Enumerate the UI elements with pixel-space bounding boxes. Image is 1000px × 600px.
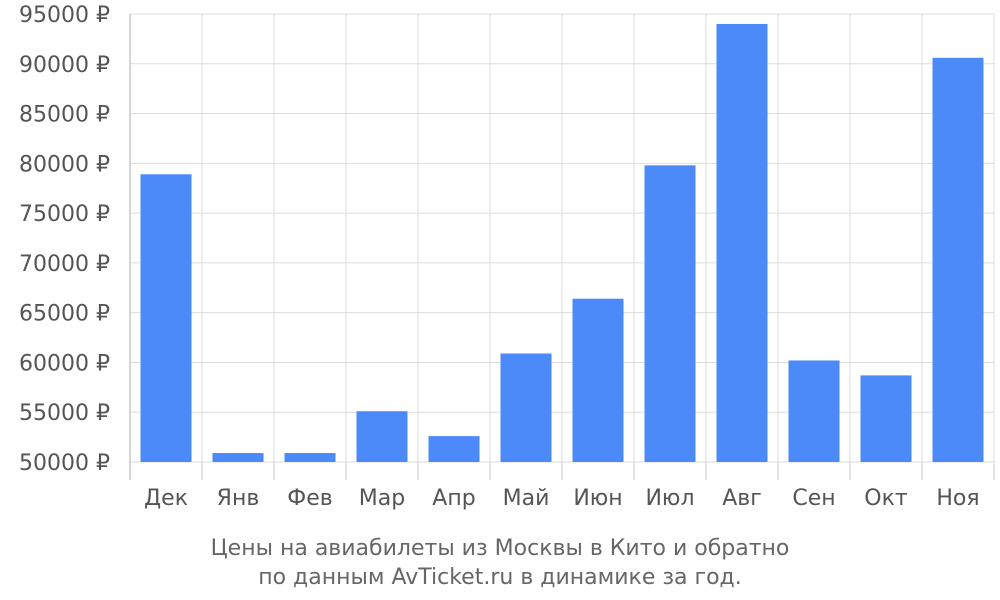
bar — [500, 353, 552, 462]
x-tick-label: Май — [503, 486, 550, 511]
x-tick-label: Авг — [722, 486, 762, 511]
y-tick-label: 80000 ₽ — [19, 152, 110, 177]
y-tick-label: 95000 ₽ — [19, 3, 110, 28]
y-tick-label: 85000 ₽ — [19, 103, 110, 128]
y-axis-ticks: 50000 ₽ 55000 ₽ 60000 ₽ 65000 ₽ 70000 ₽ 75000… — [19, 3, 110, 476]
x-tick-label: Апр — [432, 486, 475, 511]
bar — [716, 23, 768, 462]
y-tick-label: 90000 ₽ — [19, 53, 110, 78]
grid — [129, 13, 995, 480]
y-tick-label: 60000 ₽ — [19, 351, 110, 376]
y-tick-label: 55000 ₽ — [19, 401, 110, 426]
y-tick-label: 50000 ₽ — [19, 451, 110, 476]
y-tick-label: 70000 ₽ — [19, 252, 110, 277]
x-tick-label: Июн — [573, 486, 622, 511]
y-tick-label: 65000 ₽ — [19, 302, 110, 327]
chart-subtitle: по данным AvTicket.ru в динамике за год. — [258, 565, 742, 590]
bar — [860, 375, 912, 462]
x-tick-label: Дек — [144, 486, 188, 511]
bar — [140, 174, 192, 463]
bar — [356, 411, 408, 462]
bar — [644, 165, 696, 462]
bars — [140, 23, 984, 463]
bar — [572, 298, 624, 462]
bar — [932, 57, 984, 462]
x-tick-label: Сен — [792, 486, 835, 511]
bar — [212, 453, 264, 462]
x-tick-label: Мар — [359, 486, 405, 511]
y-tick-label: 75000 ₽ — [19, 202, 110, 227]
x-tick-label: Окт — [864, 486, 908, 511]
x-tick-label: Фев — [287, 486, 332, 511]
bar — [284, 453, 336, 462]
bar — [788, 360, 840, 462]
x-tick-label: Ноя — [936, 486, 979, 511]
bar — [428, 436, 480, 462]
x-tick-label: Июл — [645, 486, 694, 511]
chart-title: Цены на авиабилеты из Москвы в Кито и об… — [211, 536, 790, 561]
x-axis-ticks: Дек Янв Фев Мар Апр Май Июн Июл Авг Сен Окт Ноя — [144, 486, 980, 511]
x-tick-label: Янв — [217, 486, 260, 511]
